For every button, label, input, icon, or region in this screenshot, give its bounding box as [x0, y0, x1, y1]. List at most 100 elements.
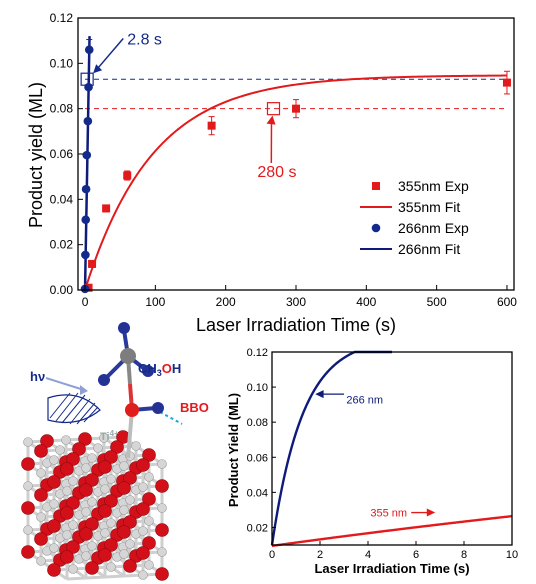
- ti-atom: [68, 476, 78, 486]
- ti-atom: [55, 445, 65, 455]
- o-atom: [155, 479, 169, 493]
- ti-atom: [81, 463, 91, 473]
- legend-swatch: [372, 182, 380, 190]
- o-atom: [47, 475, 61, 489]
- y-ticks-inset: 0.02 0.04 0.06 0.08 0.10 0.12: [247, 347, 276, 534]
- o-atom: [60, 506, 74, 520]
- fit-line-266nm: [83, 36, 91, 291]
- ti-atom: [138, 570, 148, 580]
- ti-atom: [125, 495, 135, 505]
- ch3oh-label: CH3OH: [138, 361, 181, 378]
- o-atom: [66, 540, 80, 554]
- o-atom: [142, 492, 156, 506]
- o-atom: [123, 471, 137, 485]
- ti-atom: [157, 547, 167, 557]
- point-266nm: [83, 116, 93, 126]
- point-355nm: [502, 78, 511, 87]
- annotations-inset: 266 nm 355 nm: [315, 390, 436, 520]
- ti-atom: [157, 503, 167, 513]
- ti-atom: [131, 441, 141, 451]
- o-atom: [98, 548, 112, 562]
- ti-atom: [144, 560, 154, 570]
- fit-line-355nm: [84, 74, 507, 291]
- point-266nm: [82, 150, 92, 160]
- ti-atom: [144, 472, 154, 482]
- o-atom: [21, 545, 35, 559]
- o-atom: [136, 502, 150, 516]
- o-atom: [117, 525, 131, 539]
- o-atom: [34, 444, 48, 458]
- ti-atom: [87, 453, 97, 463]
- o-atom: [66, 496, 80, 510]
- o-atom: [104, 538, 118, 552]
- annotation-2.8s: 2.8 s: [127, 32, 162, 49]
- ti-atom: [36, 512, 46, 522]
- ti-atom: [23, 481, 33, 491]
- o-atom: [34, 488, 48, 502]
- ti-label: Ti4+: [100, 429, 119, 443]
- tio2-lattice: [21, 430, 169, 581]
- o-atom: [47, 563, 61, 577]
- annotation-266nm: 266 nm: [346, 394, 383, 406]
- ti-atom: [62, 530, 72, 540]
- bottom-chart: 0 2 4 6 8 10 0.02 0.04 0.06 0.08 0.10 0.12 Laser I…: [226, 347, 518, 576]
- o-atom: [123, 559, 137, 573]
- arrow-line: [95, 38, 124, 71]
- x-tick-label: 8: [461, 549, 467, 561]
- o-atom: [78, 432, 92, 446]
- ti-atom: [119, 549, 129, 559]
- point-266nm: [84, 82, 93, 92]
- o-atom: [79, 483, 93, 497]
- y-tick-label: 0.10: [50, 56, 74, 70]
- ti-atom: [119, 505, 129, 515]
- x-tick-label: 200: [216, 295, 236, 309]
- x-tick-label: 0: [269, 549, 275, 561]
- point-355nm: [292, 104, 300, 113]
- y-tick-label: 0.00: [50, 283, 74, 297]
- ti-atom: [68, 564, 78, 574]
- photon-beam: [45, 377, 101, 425]
- o-atom: [21, 457, 35, 471]
- o-atom: [72, 442, 86, 456]
- legend-label: 355nm Fit: [398, 199, 460, 215]
- methanol-molecule: [98, 322, 183, 459]
- y-ticks: 0.00 0.02 0.04 0.06 0.08 0.10 0.12: [50, 11, 83, 297]
- point-266nm: [84, 45, 94, 55]
- ti-atom: [138, 482, 148, 492]
- bbo-label: BBO: [180, 400, 209, 415]
- o-atom: [47, 519, 61, 533]
- x-axis-label-inset: Laser Irradiation Time (s): [314, 561, 469, 576]
- y-axis-label-inset: Product Yield (ML): [226, 393, 241, 507]
- point-355nm: [102, 204, 111, 213]
- o-atom: [155, 523, 169, 537]
- fit-curves: [83, 36, 507, 291]
- ti-atom: [81, 551, 91, 561]
- y-tick-label: 0.08: [247, 417, 268, 429]
- o-atom: [40, 434, 54, 448]
- ti-atom: [87, 541, 97, 551]
- hv-label: hν: [30, 369, 45, 384]
- legend-label: 266nm Exp: [398, 220, 469, 236]
- o-atom: [34, 532, 48, 546]
- curve-355nm: [271, 514, 513, 548]
- point-266nm: [81, 250, 90, 260]
- y-axis-label: Product yield (ML): [26, 82, 46, 228]
- y-tick-label: 0.04: [50, 192, 74, 206]
- o-atom: [79, 527, 93, 541]
- o-atom: [66, 452, 80, 466]
- x-tick-label: 6: [413, 549, 419, 561]
- arrow-head: [315, 390, 324, 399]
- time-constant-marker: [266, 102, 281, 116]
- point-355nm: [123, 171, 132, 180]
- ti-atom: [68, 520, 78, 530]
- legend-swatch: [371, 223, 381, 233]
- o-atom: [142, 536, 156, 550]
- legend-label: 266nm Fit: [398, 241, 460, 257]
- molecule-illustration: hν CH3OH BBO Ti4+: [21, 322, 209, 581]
- ti-atom: [157, 459, 167, 469]
- ti-atom: [144, 516, 154, 526]
- y-tick-label: 0.02: [247, 522, 268, 534]
- o-atom: [85, 517, 99, 531]
- arrow-head: [93, 64, 103, 74]
- o-atom: [104, 450, 118, 464]
